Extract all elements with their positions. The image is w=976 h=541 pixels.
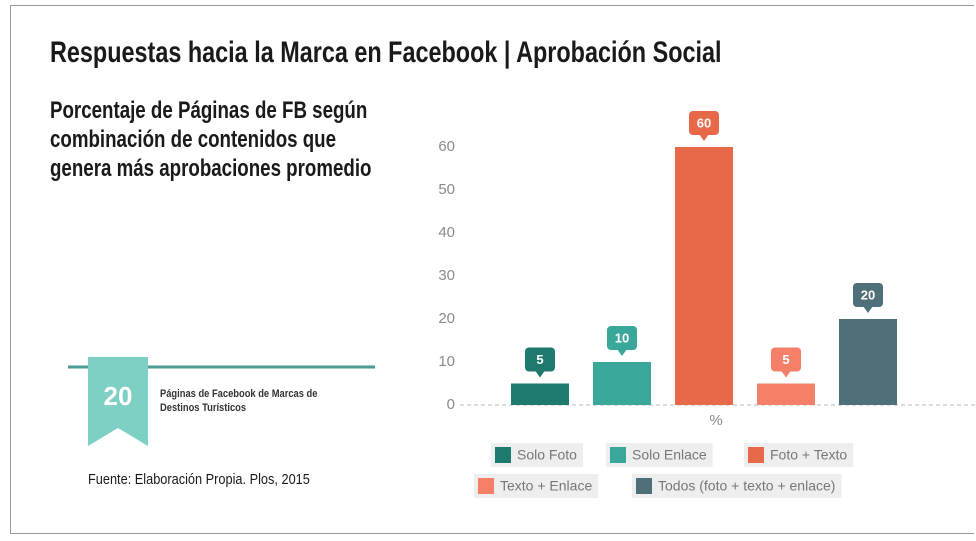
value-label: 60	[697, 115, 711, 130]
value-label-pointer	[781, 370, 791, 378]
bar	[839, 319, 897, 405]
value-label-pointer	[535, 370, 545, 378]
bar	[511, 383, 569, 405]
badge-text: Páginas de Facebook de Marcas de Destino…	[160, 388, 318, 414]
badge-number: 20	[104, 381, 133, 411]
value-label: 5	[782, 352, 789, 367]
legend-label: Solo Enlace	[632, 447, 707, 463]
value-label-bg	[771, 347, 801, 372]
legend-swatch	[478, 478, 494, 494]
x-axis-label: %	[709, 412, 722, 429]
y-tick-label: 20	[438, 310, 455, 327]
legend-label: Solo Foto	[517, 447, 577, 463]
legend-item-bg	[632, 474, 842, 498]
legend-swatch	[636, 478, 652, 494]
legend-swatch	[495, 447, 511, 463]
value-label-pointer	[617, 349, 627, 356]
y-tick-label: 10	[438, 353, 455, 370]
badge-ribbon	[88, 357, 148, 446]
y-tick-label: 40	[438, 224, 455, 241]
bar	[675, 147, 733, 405]
bar	[757, 383, 815, 405]
legend-label: Foto + Texto	[770, 447, 847, 463]
y-tick-label: 30	[438, 267, 455, 284]
legend-swatch	[748, 447, 764, 463]
y-tick-label: 0	[447, 396, 455, 413]
legend-item-bg	[474, 474, 599, 498]
title: Respuestas hacia la Marca en Facebook | …	[50, 36, 722, 69]
value-label-bg	[607, 326, 637, 350]
slide-frame	[10, 5, 974, 534]
subtitle: Porcentaje de Páginas de FB según combin…	[50, 97, 372, 182]
bar	[593, 362, 651, 405]
value-label-bg	[689, 111, 719, 135]
legend-label: Texto + Enlace	[500, 478, 592, 494]
value-label-bg	[853, 283, 883, 307]
legend-label: Todos (foto + texto + enlace)	[658, 478, 835, 494]
y-tick-label: 60	[438, 138, 455, 155]
value-label-pointer	[863, 306, 873, 313]
y-tick-label: 50	[438, 181, 455, 198]
value-label: 5	[536, 352, 543, 367]
legend-swatch	[610, 447, 626, 463]
value-label-bg	[525, 347, 555, 372]
value-label: 10	[615, 330, 629, 345]
source: Fuente: Elaboración Propia. Plos, 2015	[88, 471, 310, 488]
value-label: 20	[861, 287, 875, 302]
value-label-pointer	[699, 134, 709, 141]
